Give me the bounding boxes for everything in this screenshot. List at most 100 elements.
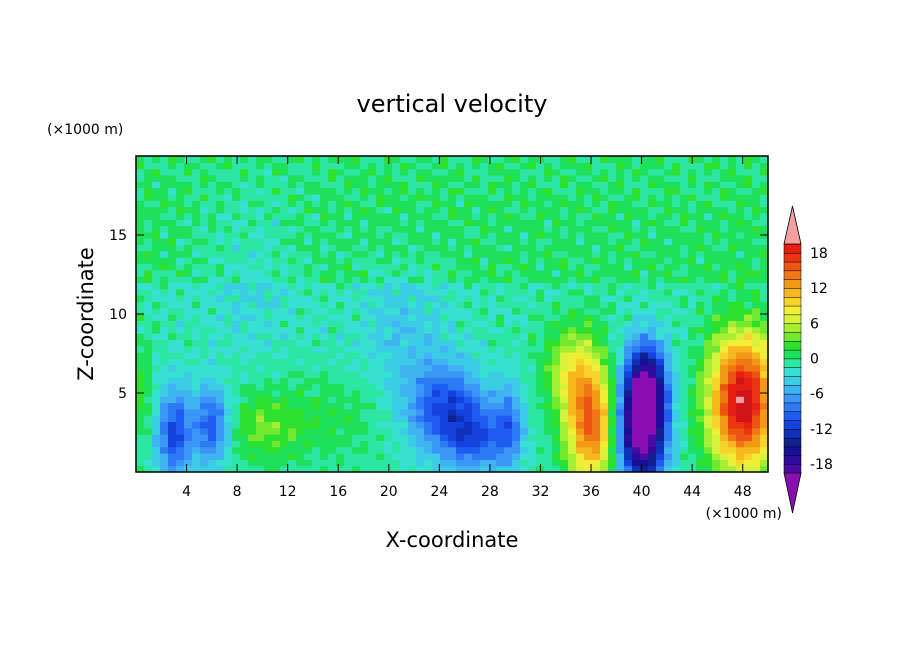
field-cell <box>408 364 417 372</box>
field-cell <box>344 465 353 472</box>
field-cell <box>424 402 433 410</box>
field-cell <box>216 181 225 189</box>
field-cell <box>728 156 737 163</box>
field-cell <box>480 440 489 448</box>
field-cell <box>544 307 553 315</box>
field-cell <box>384 257 393 265</box>
field-cell <box>200 389 209 397</box>
field-cell <box>656 174 665 182</box>
field-cell <box>488 244 497 252</box>
field-cell <box>648 364 657 372</box>
field-cell <box>456 168 465 176</box>
field-cell <box>328 168 337 176</box>
field-cell <box>360 415 369 423</box>
field-cell <box>400 295 409 302</box>
field-cell <box>368 162 377 170</box>
field-cell <box>520 459 529 467</box>
field-cell <box>264 408 273 416</box>
field-cell <box>288 332 297 340</box>
field-cell <box>464 421 473 429</box>
field-cell <box>416 402 425 410</box>
field-cell <box>240 421 249 429</box>
field-cell <box>232 427 241 435</box>
field-cell <box>384 459 393 467</box>
field-cell <box>312 320 321 328</box>
field-cell <box>400 402 409 410</box>
field-cell <box>320 339 329 347</box>
field-cell <box>160 193 169 201</box>
field-cell <box>512 231 521 239</box>
field-cell <box>472 162 481 170</box>
field-cell <box>176 181 185 189</box>
field-cell <box>608 383 617 391</box>
field-cell <box>224 156 233 163</box>
field-cell <box>680 288 689 296</box>
field-cell <box>136 219 145 227</box>
field-cell <box>648 269 657 277</box>
field-cell <box>272 446 281 454</box>
field-cell <box>384 168 393 176</box>
field-cell <box>288 200 297 208</box>
field-cell <box>184 370 193 378</box>
field-cell <box>472 377 481 385</box>
field-cell <box>368 351 377 359</box>
field-cell <box>632 427 641 435</box>
field-cell <box>624 389 633 397</box>
field-cell <box>424 427 433 435</box>
field-cell <box>568 193 577 201</box>
field-cell <box>680 358 689 366</box>
field-cell <box>416 168 425 176</box>
field-cell <box>640 200 649 208</box>
field-cell <box>520 193 529 201</box>
field-cell <box>144 257 153 265</box>
field-cell <box>688 421 697 429</box>
field-cell <box>192 421 201 429</box>
field-cell <box>320 263 329 271</box>
field-cell <box>504 396 513 404</box>
field-cell <box>248 440 257 448</box>
field-cell <box>248 238 257 246</box>
field-cell <box>552 421 561 429</box>
field-cell <box>240 212 249 220</box>
field-cell <box>504 364 513 372</box>
field-cell <box>312 421 321 429</box>
field-cell <box>624 187 633 195</box>
field-cell <box>136 200 145 208</box>
field-cell <box>152 307 161 315</box>
field-cell <box>200 282 209 290</box>
field-cell <box>272 269 281 277</box>
field-cell <box>304 326 313 334</box>
field-cell <box>344 257 353 265</box>
field-cell <box>504 351 513 359</box>
field-cell <box>472 156 481 163</box>
field-cell <box>584 408 593 416</box>
field-cell <box>216 339 225 347</box>
field-cell <box>320 326 329 334</box>
field-cell <box>600 339 609 347</box>
colorbar-swatch <box>783 428 802 439</box>
field-cell <box>520 212 529 220</box>
field-cell <box>376 358 385 366</box>
field-cell <box>488 282 497 290</box>
field-cell <box>520 225 529 233</box>
field-cell <box>528 282 537 290</box>
field-cell <box>672 162 681 170</box>
field-cell <box>176 295 185 302</box>
field-cell <box>736 257 745 265</box>
field-cell <box>168 370 177 378</box>
field-cell <box>688 377 697 385</box>
field-cell <box>152 459 161 467</box>
field-cell <box>456 459 465 467</box>
field-cell <box>288 389 297 397</box>
field-cell <box>176 219 185 227</box>
field-cell <box>216 212 225 220</box>
field-cell <box>368 358 377 366</box>
field-cell <box>480 408 489 416</box>
field-cell <box>424 345 433 353</box>
field-cell <box>312 307 321 315</box>
field-cell <box>656 364 665 372</box>
field-cell <box>256 162 265 170</box>
field-cell <box>144 162 153 170</box>
field-cell <box>704 459 713 467</box>
field-cell <box>760 370 768 378</box>
